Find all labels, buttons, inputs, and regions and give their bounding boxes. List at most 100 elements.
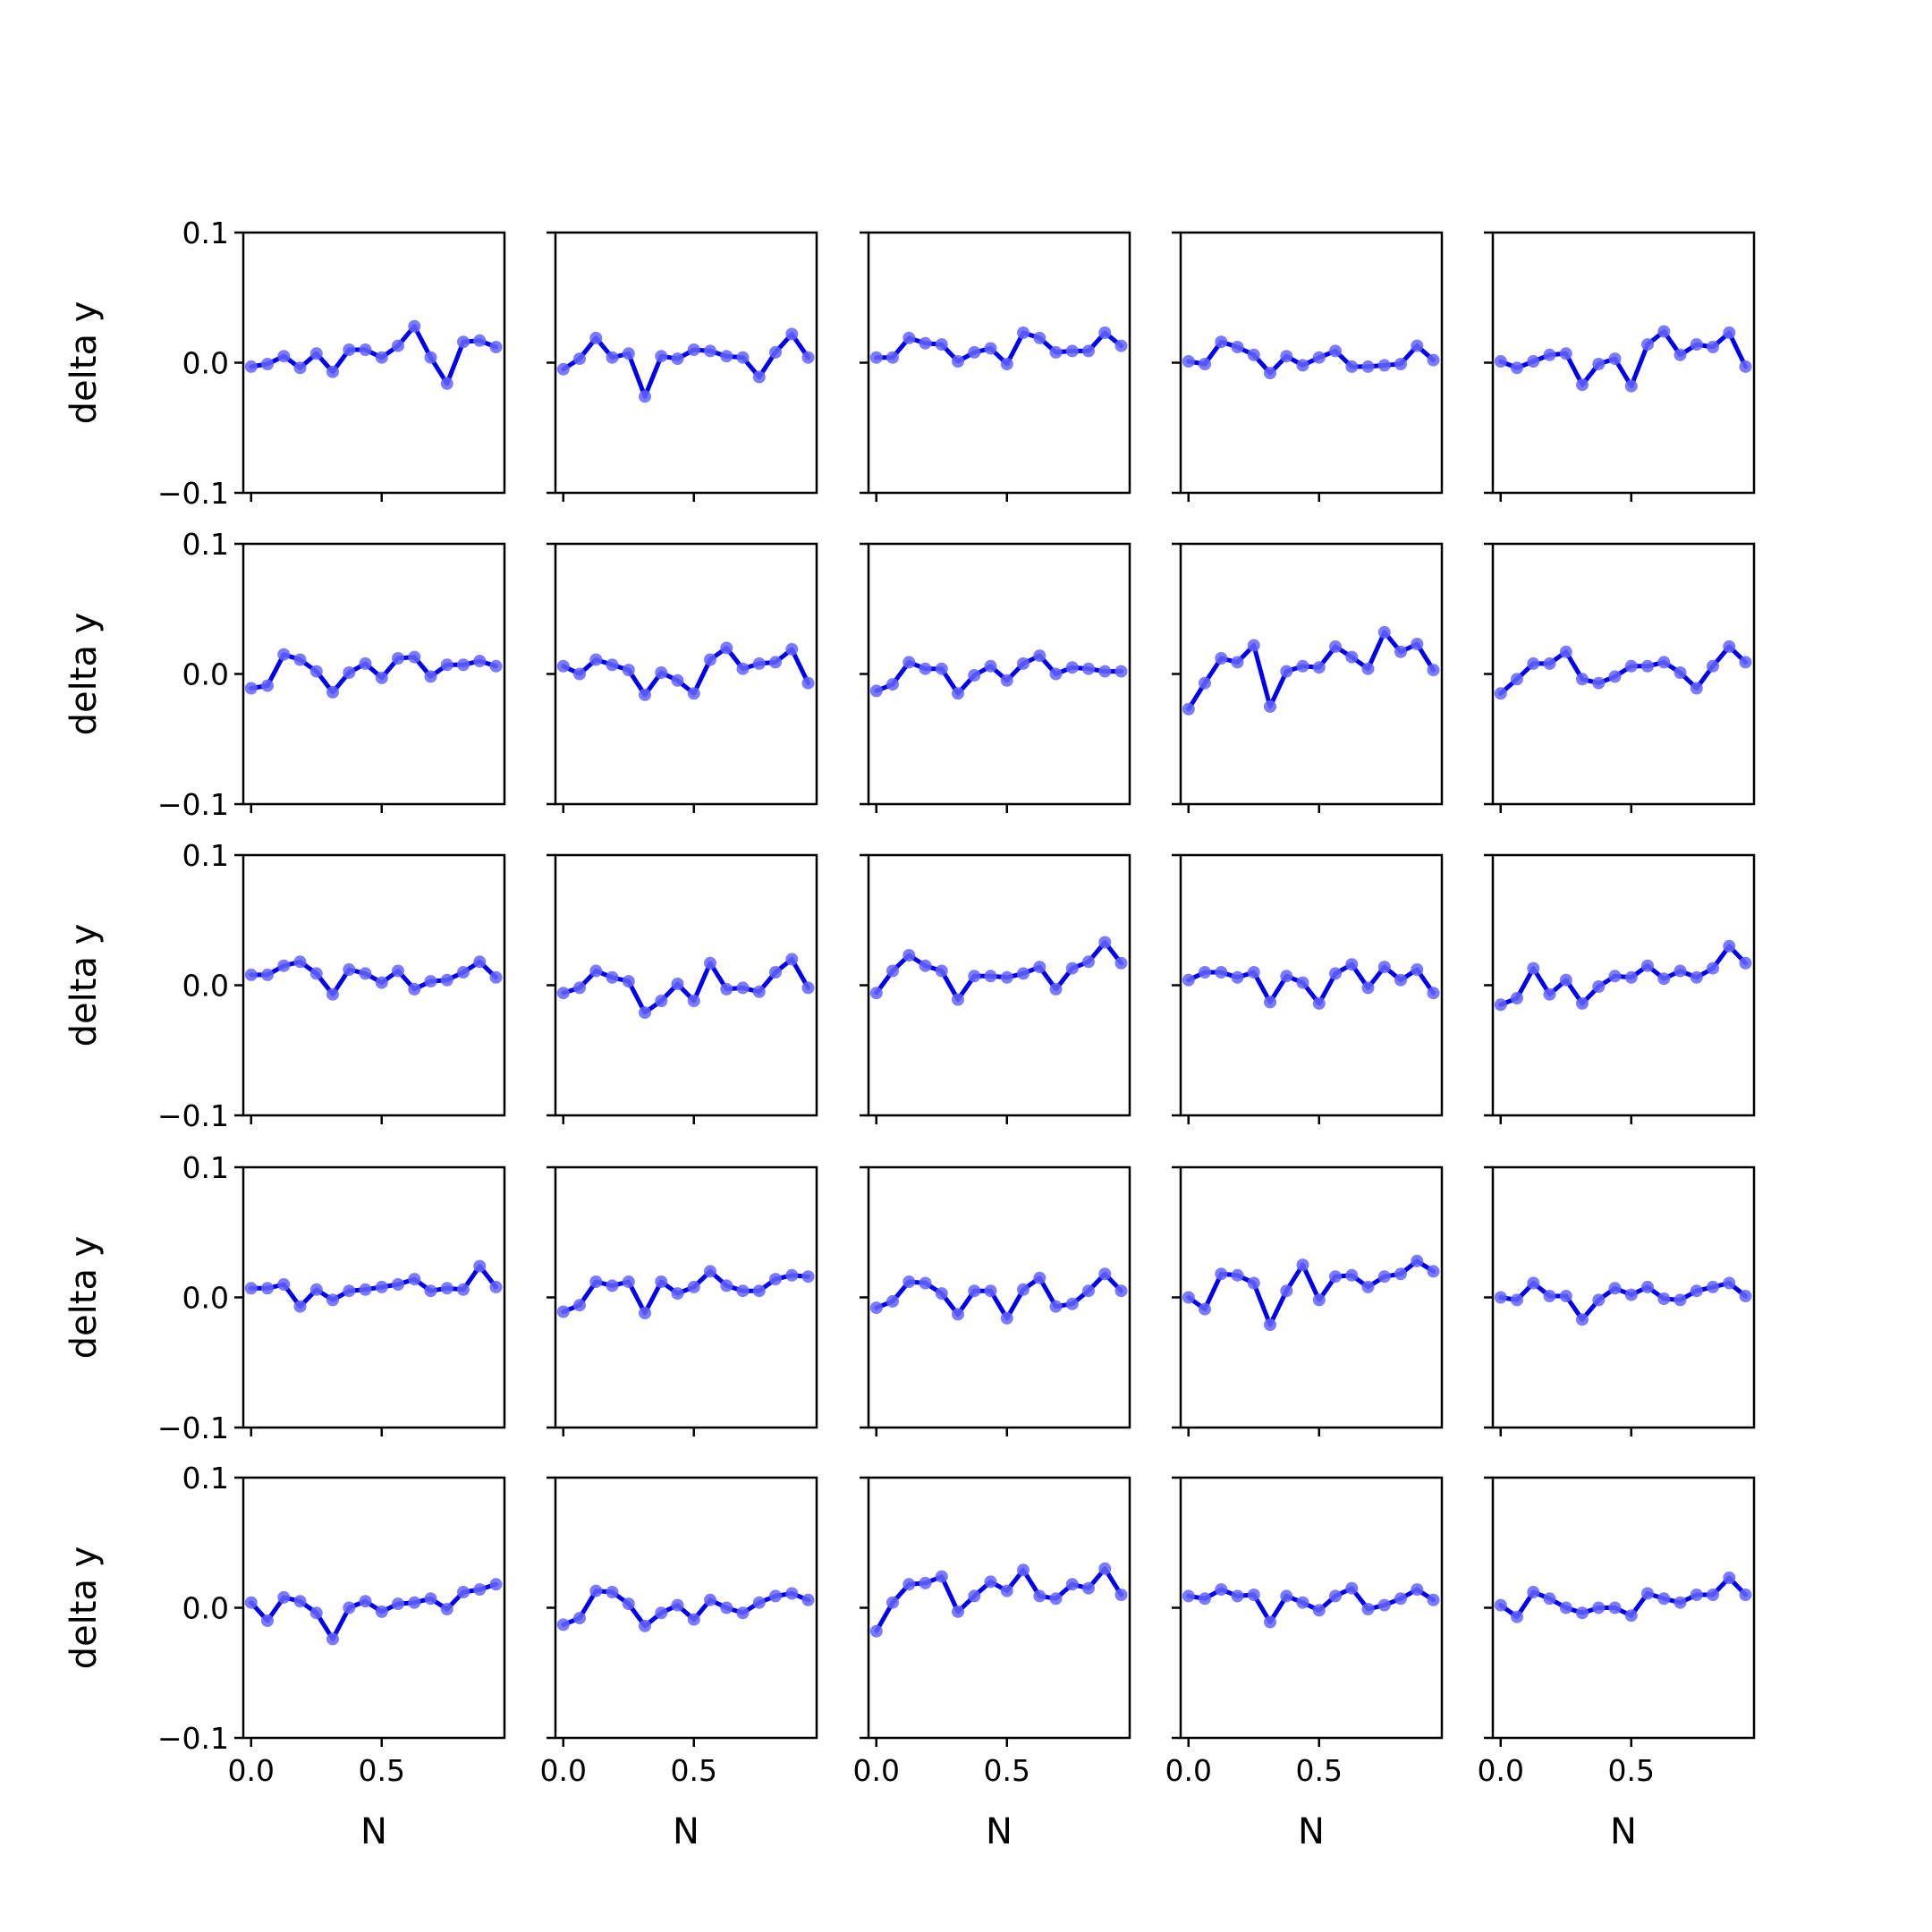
data-point [1264,1318,1276,1332]
series-line [561,1268,810,1316]
data-point [606,351,619,364]
subplot-r5c5: 0.0 0.5 N [1478,1476,1756,1852]
data-point [769,1589,782,1603]
subplot-r4c4 [1172,1165,1444,1436]
data-point [1098,1267,1112,1281]
data-point [1377,1598,1391,1612]
data-point [1199,1302,1211,1316]
data-point [1098,665,1112,678]
data-point [392,1597,404,1611]
data-point [1280,1589,1293,1603]
data-point [1707,659,1719,673]
subplot-r2c2 [547,542,818,813]
data-point [1511,361,1523,375]
data-point [1641,338,1654,352]
data-point [622,347,635,360]
subplot-r1c4 [1172,231,1444,502]
data-point [968,1589,981,1603]
data-point [1049,982,1063,996]
data-point [1264,367,1276,380]
data-point [1739,360,1752,373]
y-tick-label: −0.1 [157,787,229,822]
data-point [309,1606,323,1620]
data-point [1215,652,1228,665]
data-point [752,1284,766,1298]
data-point [720,982,733,996]
x-axis-label: N [673,1811,699,1852]
data-point [277,959,291,972]
data-point [1674,666,1687,679]
data-point [720,350,733,363]
data-point [886,678,899,691]
data-point [1361,1603,1375,1615]
subplot-r3c4 [1172,853,1444,1124]
data-point [1624,1609,1638,1623]
data-point [1543,1592,1556,1606]
data-point [1329,1589,1342,1603]
data-point [375,351,388,364]
data-point [408,319,421,333]
data-point [473,1583,487,1597]
data-point [457,335,470,349]
data-point [1329,967,1342,980]
data-point [556,1305,570,1318]
subplot-r5c2: 0.0 0.5 N [540,1476,818,1852]
data-point [1427,353,1440,367]
data-point [952,993,964,1006]
data-point [1411,339,1424,352]
data-point [704,1593,716,1606]
data-point [1033,1589,1046,1603]
data-point [1690,1589,1703,1601]
data-point [1608,670,1622,683]
data-point [326,365,339,378]
data-point [1739,1290,1752,1302]
data-point [1494,1598,1507,1612]
data-point [1576,378,1589,392]
data-point [1707,1589,1719,1601]
series-line [874,1271,1123,1321]
data-point [785,642,799,656]
data-point [1098,326,1112,339]
data-point [1592,1601,1606,1614]
data-point [375,671,388,684]
y-axis-label: delta y [64,924,105,1047]
data-point [1049,1300,1063,1313]
data-point [1527,1586,1540,1598]
data-point [1182,973,1195,987]
data-point [1723,1276,1736,1290]
data-point [769,345,782,359]
data-point [1296,976,1309,989]
data-point [1329,344,1342,358]
data-point [1017,1563,1030,1577]
data-point [440,377,453,390]
data-point [1377,359,1391,372]
data-point [1624,659,1638,673]
series-line [1498,944,1748,1007]
data-point [1247,1276,1260,1290]
data-point [359,1595,372,1608]
data-point [1608,352,1622,366]
data-point [869,1301,883,1315]
y-tick-label: −0.1 [157,1721,229,1756]
data-point [622,975,635,988]
subplot-r5c3: 0.0 0.5 N [853,1476,1131,1852]
data-point [1231,341,1244,353]
data-point [1082,955,1095,969]
data-point [1707,341,1719,353]
data-point [343,963,356,976]
y-tick-label: 0.0 [182,969,229,1004]
data-point [1033,1271,1046,1284]
data-point [1033,961,1046,974]
data-point [277,648,291,661]
data-point [1361,360,1375,373]
data-point [1082,1581,1095,1595]
data-point [1690,970,1703,984]
data-point [1527,657,1540,670]
data-point [1511,1610,1523,1623]
series-line [1498,1575,1748,1620]
data-point [639,688,651,701]
data-point [1624,1288,1638,1301]
data-point [1017,326,1030,339]
subplot-r1c2 [547,231,818,502]
data-point [1199,676,1211,690]
